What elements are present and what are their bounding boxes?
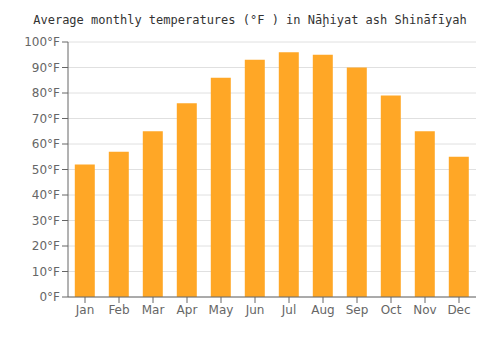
svg-text:Jun: Jun [245,303,265,317]
svg-text:20°F: 20°F [32,239,60,253]
html-text:Average monthly temperatures (: Average monthly temperatures (°F ) in Nā… [33,13,467,27]
svg-text:Jul: Jul [281,303,296,317]
svg-text:100°F: 100°F [24,35,60,49]
svg-text:Jan: Jan [75,303,95,317]
svg-text:Apr: Apr [177,303,198,317]
svg-text:40°F: 40°F [32,188,60,202]
svg-text:Oct: Oct [381,303,402,317]
svg-text:Sep: Sep [346,303,369,317]
svg-text:Dec: Dec [447,303,470,317]
svg-text:0°F: 0°F [39,290,60,304]
svg-text:90°F: 90°F [32,61,60,75]
svg-text:Feb: Feb [108,303,129,317]
svg-text:80°F: 80°F [32,86,60,100]
svg-text:70°F: 70°F [32,112,60,126]
svg-text:Nov: Nov [413,303,436,317]
svg-text:Mar: Mar [142,303,165,317]
svg-text:May: May [209,303,234,317]
svg-text:Aug: Aug [311,303,334,317]
svg-text:50°F: 50°F [32,163,60,177]
svg-text:10°F: 10°F [32,265,60,279]
svg-text:30°F: 30°F [32,214,60,228]
svg-text:60°F: 60°F [32,137,60,151]
